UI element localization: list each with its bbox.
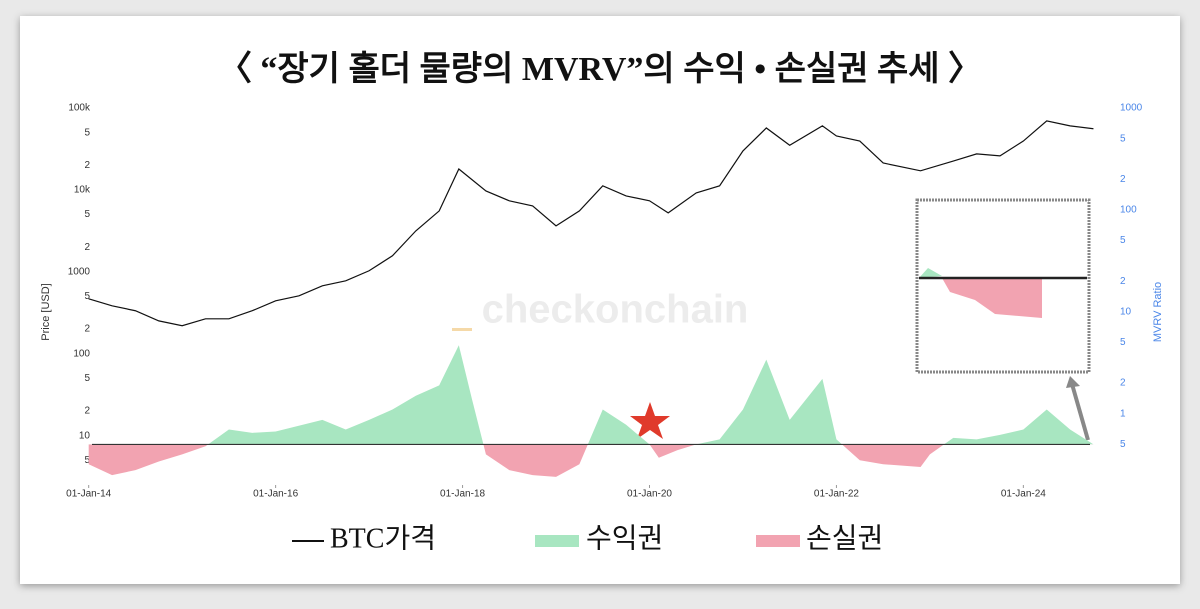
- y2-tick-label: 2: [1120, 276, 1126, 287]
- y-tick-label: 2: [84, 242, 90, 253]
- x-tick-label: 01-Jan-14: [66, 489, 111, 500]
- x-tick-label: 01-Jan-24: [1001, 489, 1046, 500]
- y-tick-label: 1000: [68, 266, 91, 277]
- y2-tick-label: 1: [1120, 408, 1126, 419]
- legend-swatch: [756, 535, 800, 547]
- y2-tick-label: 5: [1120, 133, 1126, 144]
- y2-tick-label: 2: [1120, 378, 1126, 389]
- y2-tick-label: 1000: [1120, 103, 1143, 114]
- y2-tick-label: 5: [1120, 439, 1126, 450]
- y-tick-label: 5: [84, 455, 90, 466]
- legend-label: BTC가격: [330, 523, 436, 554]
- y-tick-label: 5: [84, 209, 90, 220]
- star-marker: [630, 402, 670, 439]
- x-tick-label: 01-Jan-18: [440, 489, 485, 500]
- y-tick-label: 2: [84, 406, 90, 417]
- inset-arrow: [1070, 383, 1090, 441]
- y2-tick-label: 5: [1120, 235, 1126, 246]
- y-axis-title: Price [USD]: [40, 283, 52, 340]
- y-tick-label: 5: [84, 373, 90, 384]
- y-tick-label: 10: [79, 430, 91, 441]
- y2-tick-label: 5: [1120, 337, 1126, 348]
- legend-label: 수익권: [586, 523, 663, 554]
- y2-tick-label: 10: [1120, 306, 1132, 317]
- inset-profit: [919, 268, 942, 278]
- inset-loss: [942, 278, 1042, 318]
- y-tick-label: 2: [84, 324, 90, 335]
- y-tick-label: 100: [73, 348, 90, 359]
- chart-title: 〈 “장기 홀더 물량의 MVRV”의 수익 • 손실권 추세 〉: [218, 50, 982, 88]
- y2-tick-label: 2: [1120, 174, 1126, 185]
- inset-arrow-head: [1066, 376, 1080, 388]
- price-line: [88, 120, 1094, 327]
- y2-axis-title: MVRV Ratio: [1152, 282, 1164, 342]
- x-tick-label: 01-Jan-20: [627, 489, 672, 500]
- loss-area: [88, 444, 944, 477]
- y-tick-label: 5: [84, 291, 90, 302]
- y-tick-label: 100k: [68, 103, 91, 114]
- legend-swatch: [535, 535, 579, 547]
- y-tick-label: 2: [84, 160, 90, 171]
- y-tick-label: 10k: [74, 185, 91, 196]
- x-tick-label: 01-Jan-22: [814, 489, 859, 500]
- y-tick-label: 5: [84, 127, 90, 138]
- x-tick-label: 01-Jan-16: [253, 489, 298, 500]
- watermark: checkonchain: [482, 288, 749, 332]
- watermark-dash: [452, 328, 472, 331]
- inset: [915, 198, 1091, 441]
- y2-tick-label: 100: [1120, 205, 1137, 216]
- legend-label: 손실권: [806, 523, 883, 554]
